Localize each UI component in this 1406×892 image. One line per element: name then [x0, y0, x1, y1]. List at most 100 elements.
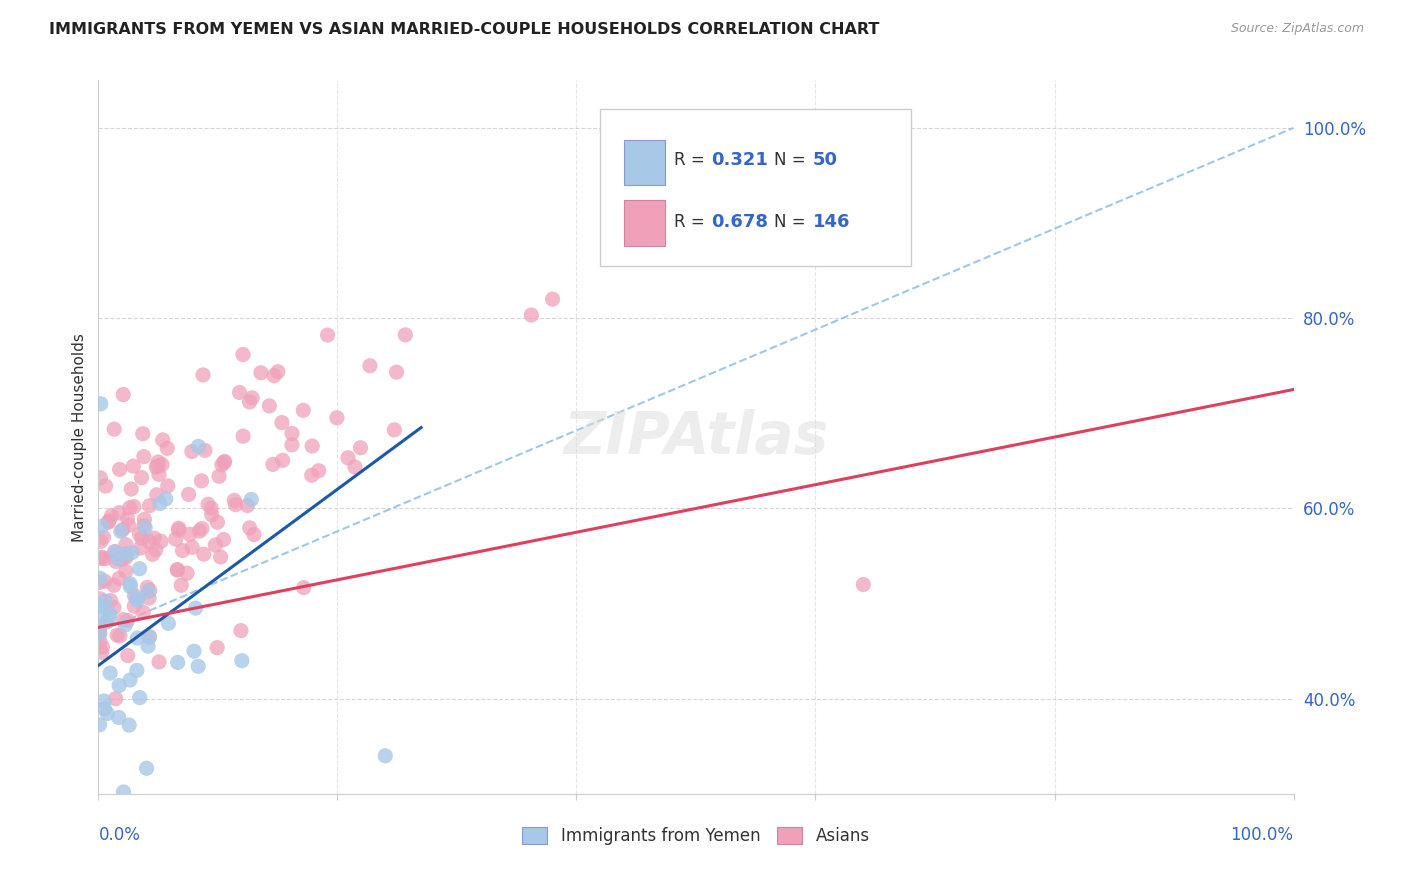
Point — [394, 327, 416, 342]
Point — [94, 594, 117, 608]
Text: N =: N = — [773, 152, 810, 169]
Point — [103, 600, 125, 615]
Point — [117, 614, 139, 628]
Point — [94, 574, 117, 589]
Point — [187, 439, 209, 453]
Point — [259, 399, 281, 413]
Point — [108, 462, 131, 476]
Point — [89, 626, 111, 640]
Text: 50: 50 — [813, 152, 838, 169]
Point — [100, 593, 122, 607]
Point — [156, 479, 179, 493]
Point — [127, 593, 149, 607]
Point — [138, 591, 160, 605]
Point — [271, 416, 294, 430]
Text: IMMIGRANTS FROM YEMEN VS ASIAN MARRIED-COUPLE HOUSEHOLDS CORRELATION CHART: IMMIGRANTS FROM YEMEN VS ASIAN MARRIED-C… — [49, 22, 880, 37]
Point — [374, 748, 396, 763]
Point — [93, 702, 115, 716]
Point — [132, 426, 155, 441]
Point — [112, 613, 135, 627]
Point — [150, 458, 173, 472]
Point — [180, 444, 202, 458]
Point — [118, 500, 141, 515]
Point — [115, 547, 138, 561]
Point — [105, 628, 128, 642]
Point — [229, 624, 252, 638]
Point — [520, 308, 543, 322]
Point — [122, 500, 145, 514]
Point — [134, 521, 156, 535]
Point — [281, 438, 304, 452]
Point — [94, 479, 117, 493]
Point — [89, 575, 111, 590]
Point — [852, 577, 875, 591]
Point — [122, 459, 145, 474]
Point — [132, 605, 155, 619]
Point — [117, 511, 139, 525]
Point — [118, 718, 141, 732]
Y-axis label: Married-couple Households: Married-couple Households — [72, 333, 87, 541]
Point — [148, 467, 170, 482]
Point — [115, 550, 138, 565]
Point — [214, 454, 236, 468]
Point — [263, 368, 285, 383]
Point — [114, 565, 136, 579]
Point — [138, 630, 160, 644]
Point — [91, 640, 114, 654]
Point — [188, 524, 211, 538]
Point — [90, 534, 112, 549]
Point — [212, 455, 235, 469]
Text: 0.678: 0.678 — [711, 212, 769, 230]
Point — [155, 491, 177, 506]
Point — [167, 521, 190, 535]
Point — [232, 429, 254, 443]
Point — [187, 659, 209, 673]
Point — [179, 527, 201, 541]
Point — [104, 554, 127, 568]
FancyBboxPatch shape — [624, 139, 665, 186]
Point — [250, 366, 273, 380]
Point — [114, 618, 136, 632]
Point — [128, 527, 150, 541]
Point — [204, 538, 226, 552]
Point — [267, 365, 290, 379]
Point — [98, 607, 121, 621]
Point — [125, 664, 148, 678]
Point — [183, 644, 205, 658]
Point — [138, 534, 160, 549]
Point — [236, 499, 259, 513]
Point — [146, 458, 169, 473]
Point — [96, 706, 118, 721]
Point — [111, 552, 134, 566]
Text: 0.321: 0.321 — [711, 152, 769, 169]
Point — [128, 690, 150, 705]
Point — [120, 580, 142, 594]
Text: 146: 146 — [813, 212, 851, 230]
Point — [90, 397, 112, 411]
Point — [166, 563, 188, 577]
Point — [131, 470, 153, 484]
Point — [104, 544, 127, 558]
Point — [541, 292, 564, 306]
Point — [172, 543, 194, 558]
Point — [308, 464, 330, 478]
Point — [181, 540, 204, 554]
Point — [120, 673, 142, 687]
Point — [177, 487, 200, 501]
Point — [231, 654, 253, 668]
Point — [138, 499, 160, 513]
Point — [127, 631, 149, 645]
Point — [89, 634, 111, 648]
Point — [100, 508, 122, 523]
Point — [103, 578, 125, 592]
Point — [232, 347, 254, 361]
Point — [112, 387, 135, 401]
Point — [135, 761, 157, 775]
Point — [211, 458, 233, 472]
FancyBboxPatch shape — [624, 200, 665, 246]
Point — [343, 460, 366, 475]
Point — [166, 656, 188, 670]
Point — [146, 488, 169, 502]
Point — [118, 518, 141, 533]
Point — [104, 691, 127, 706]
